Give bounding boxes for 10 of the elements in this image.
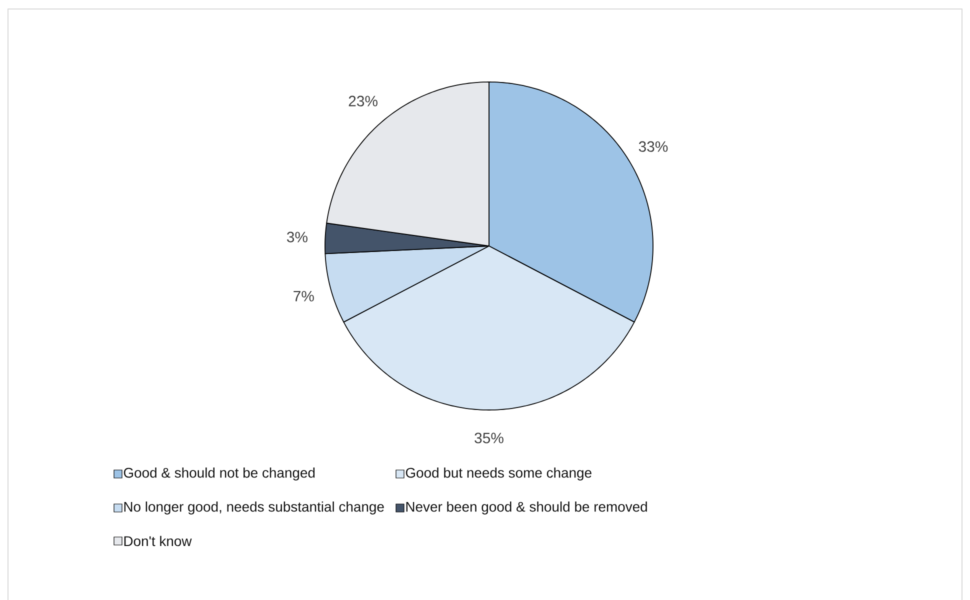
data-label: 33%: [638, 141, 668, 152]
data-label: 3%: [286, 232, 308, 242]
data-label: 35%: [474, 432, 504, 444]
data-label: 23%: [348, 96, 378, 106]
legend-label: Good & should not be changed: [124, 467, 315, 480]
legend-label: Never been good & should be removed: [406, 501, 647, 514]
data-label: 7%: [294, 290, 314, 302]
legend-label: Good but needs some change: [406, 467, 592, 480]
legend-label: No longer good, needs substantial change: [124, 501, 384, 514]
legend-label: Don't know: [124, 536, 192, 546]
